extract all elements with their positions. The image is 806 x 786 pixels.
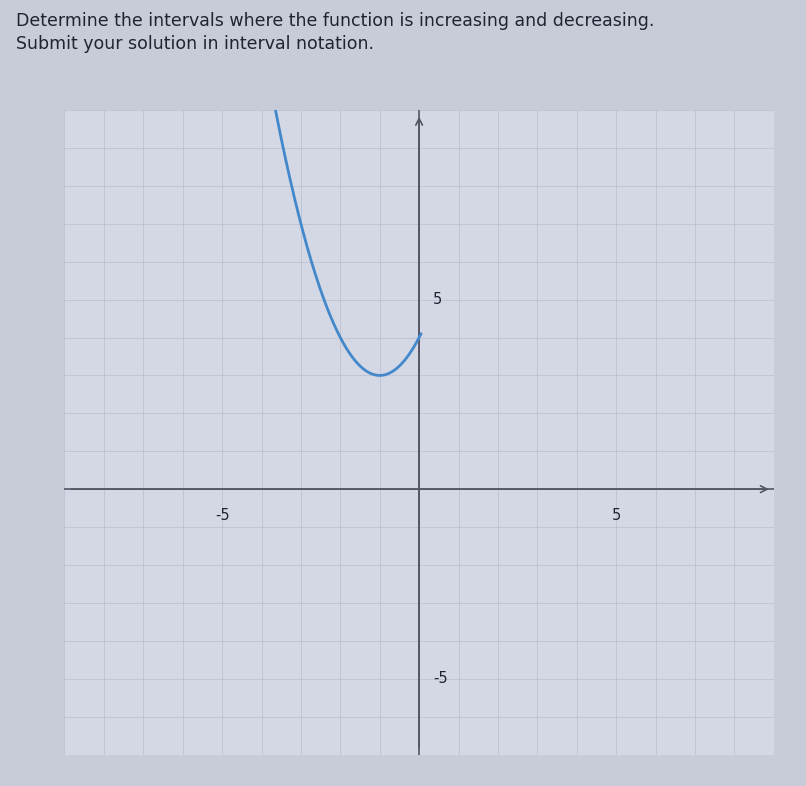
Text: -5: -5 [214,508,230,523]
Text: Determine the intervals where the function is increasing and decreasing.: Determine the intervals where the functi… [16,12,654,30]
Text: -5: -5 [433,671,447,686]
Text: Submit your solution in interval notation.: Submit your solution in interval notatio… [16,35,374,53]
Text: 5: 5 [433,292,442,307]
Text: 5: 5 [612,508,621,523]
